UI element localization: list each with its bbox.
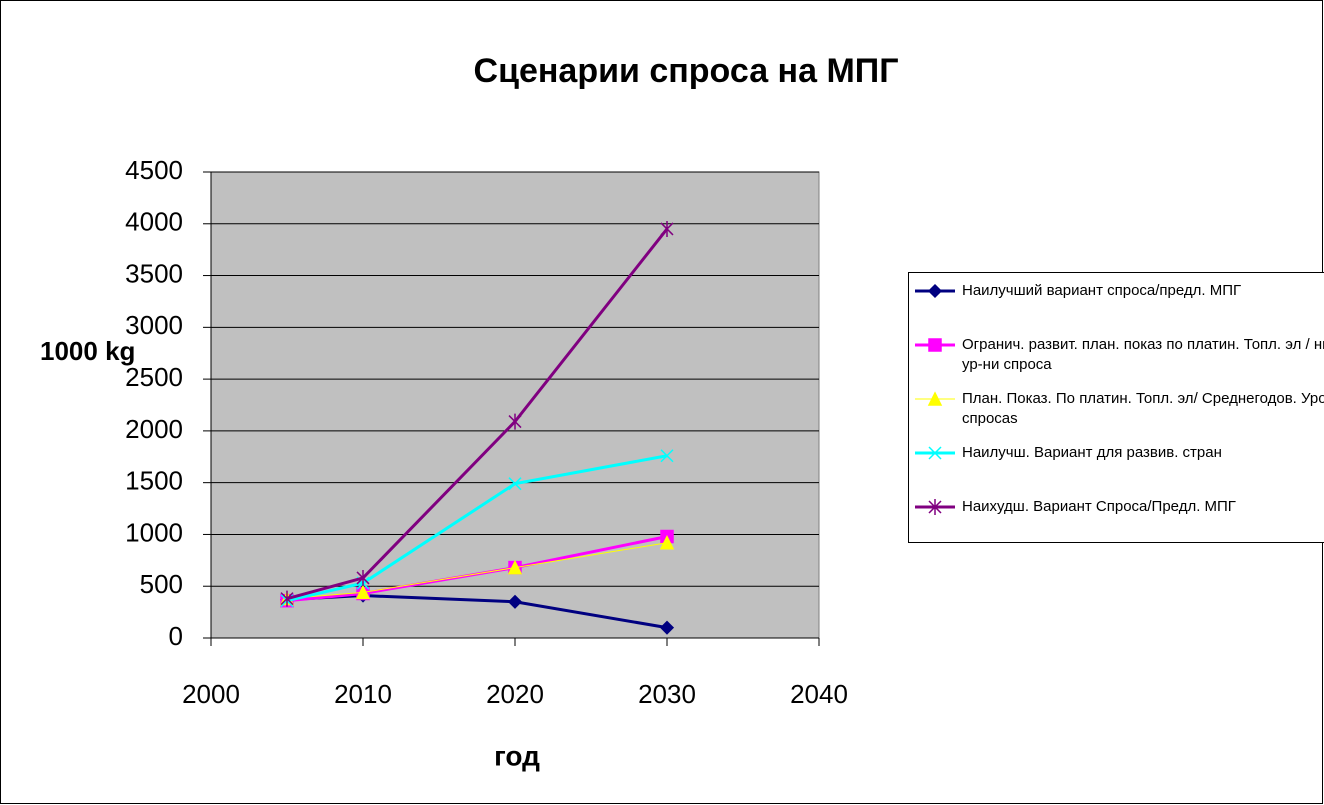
- x-tick-label: 2000: [182, 679, 240, 709]
- y-tick-label: 3500: [125, 258, 183, 288]
- legend-label: Наилучший вариант спроса/предл. МПГ: [962, 282, 1242, 299]
- y-tick-label: 1000: [125, 517, 183, 547]
- y-tick-label: 3000: [125, 310, 183, 340]
- legend-label: Наихудш. Вариант Спроса/Предл. МПГ: [962, 498, 1236, 515]
- y-tick-label: 1500: [125, 466, 183, 496]
- data-point: [356, 569, 370, 586]
- legend-marker: [927, 283, 943, 299]
- data-point: [507, 594, 523, 609]
- y-tick-label: 0: [169, 621, 183, 651]
- legend-marker: [927, 391, 943, 406]
- data-point: [280, 590, 294, 607]
- data-point: [660, 449, 674, 463]
- legend-marker: [928, 338, 942, 352]
- legend-label: Огранич. развит. план. показ по платин. …: [962, 336, 1324, 373]
- data-point: [507, 559, 523, 575]
- data-point: [508, 413, 522, 430]
- y-tick-label: 2500: [125, 362, 183, 392]
- x-axis-label: год: [494, 740, 540, 771]
- legend-label: Наилучш. Вариант для развив. стран: [962, 444, 1222, 461]
- legend-marker: [928, 446, 942, 460]
- x-tick-label: 2020: [486, 679, 544, 709]
- y-tick-label: 2000: [125, 414, 183, 444]
- y-tick-label: 500: [140, 569, 183, 599]
- x-tick-label: 2010: [334, 679, 392, 709]
- data-point: [508, 477, 522, 491]
- data-point: [659, 620, 675, 635]
- y-axis-label: 1000 kg: [40, 336, 135, 366]
- data-point: [355, 584, 371, 600]
- legend-box: [908, 272, 1324, 543]
- data-point: [660, 220, 674, 237]
- series-line: [286, 228, 669, 601]
- legend-label: План. Показ. По платин. Топл. эл/ Средне…: [962, 390, 1324, 427]
- x-tick-label: 2030: [638, 679, 696, 709]
- chart-title: Сценарии спроса на МПГ: [474, 52, 899, 90]
- y-tick-label: 4000: [125, 207, 183, 237]
- series-line: [286, 542, 668, 600]
- series-line: [286, 454, 668, 603]
- legend-marker: [928, 499, 942, 515]
- data-point: [659, 535, 675, 550]
- series-line: [286, 535, 668, 603]
- y-tick-label: 4500: [125, 155, 183, 185]
- x-tick-label: 2040: [790, 679, 848, 709]
